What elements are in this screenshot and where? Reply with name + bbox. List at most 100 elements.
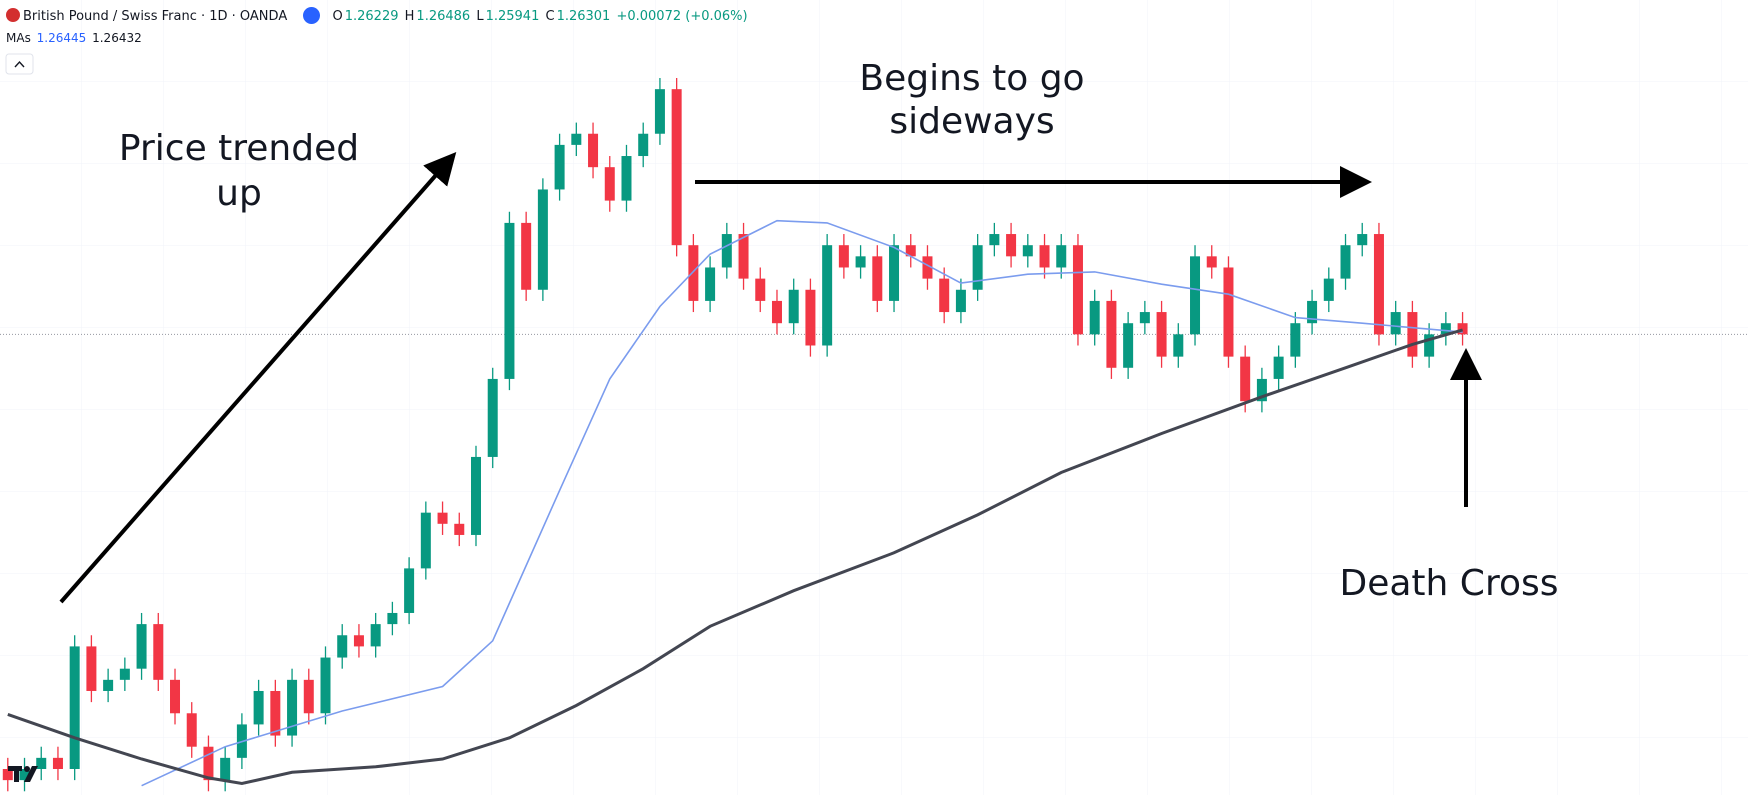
candle-body <box>872 256 883 301</box>
candle-body <box>705 267 716 301</box>
symbol-icon <box>6 8 20 22</box>
candle-body <box>1290 323 1301 357</box>
candle-body <box>287 679 298 736</box>
candle-body <box>1139 312 1150 324</box>
candle-body <box>721 234 732 268</box>
candle-body <box>253 690 264 725</box>
candle-body <box>370 624 381 647</box>
candle-body <box>19 768 30 781</box>
candle-body <box>822 245 833 346</box>
candle-body <box>1373 234 1384 335</box>
candle-body <box>1390 312 1401 335</box>
candle-body <box>788 289 799 324</box>
symbol: British Pound / Swiss Franc · 1D · OANDA <box>23 9 288 24</box>
candle-body <box>1307 300 1318 324</box>
candle-body <box>86 646 97 691</box>
ma-label: MAs <box>6 31 31 45</box>
legend-header: British Pound / Swiss Franc · 1D · OANDA… <box>6 7 750 24</box>
moving-average <box>141 219 1463 787</box>
candle-body <box>1357 234 1368 246</box>
ohlc-value: 1.25941 <box>485 9 540 24</box>
candle-body <box>303 679 314 714</box>
candle-body <box>955 289 966 313</box>
candle-body <box>1072 245 1083 335</box>
change: +0.00072 (+0.06%) <box>616 9 748 24</box>
candle-body <box>203 746 214 781</box>
annotation: sideways <box>889 101 1054 142</box>
ohlc-label: C <box>545 9 555 24</box>
candle-body <box>487 378 498 457</box>
candle-body <box>170 679 181 714</box>
candle-body <box>353 635 364 647</box>
candle-body <box>1206 256 1217 268</box>
candle-body <box>1123 323 1134 368</box>
candle-body <box>103 679 114 691</box>
logo <box>8 766 38 782</box>
annotation: Death Cross <box>1340 563 1559 604</box>
candle-body <box>638 133 649 157</box>
candle-body <box>186 713 197 747</box>
ohlc-value: 1.26229 <box>344 9 399 24</box>
candle-body <box>571 133 582 145</box>
candle-body <box>1323 278 1334 301</box>
candle-body <box>771 300 782 324</box>
candle-body <box>621 156 632 201</box>
candle-body <box>537 189 548 290</box>
candle-body <box>420 512 431 569</box>
candle-body <box>1440 323 1451 335</box>
candle-body <box>1256 378 1267 402</box>
candle-body <box>136 624 147 669</box>
candle-body <box>905 245 916 257</box>
candle-body <box>972 245 983 290</box>
ohlc-label: H <box>404 9 415 24</box>
candle-body <box>838 245 849 268</box>
candle-body <box>1340 245 1351 279</box>
candle-body <box>1457 323 1468 335</box>
candle-body <box>52 757 63 769</box>
plot-area <box>0 78 1748 792</box>
candle-body <box>504 222 515 379</box>
candle-body <box>671 89 682 246</box>
candle-body <box>404 568 415 613</box>
candle-body <box>738 234 749 279</box>
candle-body <box>1273 356 1284 379</box>
collapse-button[interactable] <box>5 53 34 75</box>
candle-body <box>1240 356 1251 402</box>
candle-body <box>454 523 465 535</box>
candle-body <box>554 144 565 190</box>
candle-body <box>1407 312 1418 357</box>
ohlc-label: L <box>476 9 484 24</box>
candle-body <box>855 256 866 268</box>
candle-body <box>1106 300 1117 368</box>
candle-body <box>1006 234 1017 257</box>
candle-body <box>1089 300 1100 335</box>
candle-body <box>604 167 615 201</box>
candle-body <box>437 512 448 524</box>
candle-body <box>654 89 665 134</box>
moving-average <box>7 328 1464 786</box>
candle-body <box>939 278 950 313</box>
ohlc-label: O <box>332 9 343 24</box>
candle-body <box>688 245 699 301</box>
candle-body <box>1173 334 1184 357</box>
candle-body <box>588 133 599 168</box>
candle-body <box>69 646 80 769</box>
annotation: Price trended <box>119 128 359 169</box>
candle-body <box>1156 312 1167 357</box>
candle-body <box>470 456 481 535</box>
candle-body <box>755 278 766 301</box>
candle-body <box>922 256 933 279</box>
candle-body <box>119 668 130 680</box>
candle-body <box>2 768 13 781</box>
candle-body <box>153 624 164 680</box>
candle-body <box>1190 256 1201 335</box>
ohlc-value: 1.26486 <box>416 9 471 24</box>
candle-body <box>805 289 816 346</box>
candle-body <box>1039 245 1050 268</box>
ma-header: MAs 1.26445 1.26432 <box>6 31 144 45</box>
candle-body <box>889 245 900 301</box>
replay-button[interactable] <box>303 7 321 24</box>
candle-body <box>989 234 1000 246</box>
